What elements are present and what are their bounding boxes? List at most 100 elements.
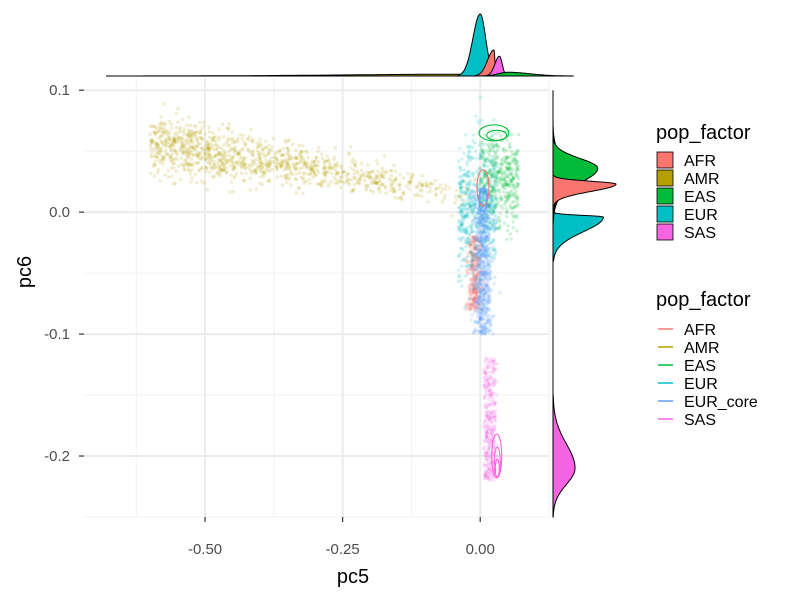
point-amr-244 xyxy=(170,166,174,170)
point-amr-699 xyxy=(224,170,229,175)
point-amr-245 xyxy=(159,157,164,162)
point-amr-385 xyxy=(192,161,197,165)
point-eur-310 xyxy=(486,254,491,258)
point-eas-340 xyxy=(495,169,499,174)
point-amr-370 xyxy=(257,143,262,148)
point-amr-722 xyxy=(293,164,297,168)
point-eur-49 xyxy=(468,206,472,210)
point-eur-247 xyxy=(493,198,498,202)
point-amr-92 xyxy=(253,168,257,173)
point-afr-121 xyxy=(470,289,475,294)
point-eur_core-73 xyxy=(483,264,488,269)
point-amr-58 xyxy=(291,164,296,168)
point-amr-680 xyxy=(389,183,394,188)
point-afr-150 xyxy=(471,283,476,287)
point-amr-57 xyxy=(304,149,308,154)
point-afr-212 xyxy=(471,235,476,240)
point-eur_core-260 xyxy=(478,231,482,235)
point-eas-261 xyxy=(490,141,494,146)
point-amr-347 xyxy=(389,173,394,178)
point-eur_core-185 xyxy=(479,323,484,328)
point-amr-22 xyxy=(274,155,278,159)
point-amr-659 xyxy=(234,153,239,157)
point-afr-26 xyxy=(465,271,470,276)
point-cloud-eur xyxy=(456,95,499,336)
point-afr-180 xyxy=(469,238,473,243)
point-amr-645 xyxy=(242,140,247,144)
point-amr-435 xyxy=(285,146,290,150)
point-eur_core-229 xyxy=(480,251,484,255)
point-eur_core-101 xyxy=(478,317,483,321)
point-afr-204 xyxy=(466,284,471,288)
point-amr-61 xyxy=(182,168,187,172)
point-afr-211 xyxy=(469,290,473,294)
point-amr-168 xyxy=(401,190,406,194)
point-eur-60 xyxy=(470,199,474,204)
point-eas-154 xyxy=(505,182,510,187)
point-amr-83 xyxy=(165,144,169,149)
point-eas-200 xyxy=(505,155,509,160)
point-eur_core-228 xyxy=(483,234,488,239)
point-amr-451 xyxy=(407,179,412,184)
point-amr-906 xyxy=(212,174,217,179)
point-amr-164 xyxy=(287,176,291,180)
point-amr-936 xyxy=(278,165,283,169)
point-eur-300 xyxy=(470,287,475,292)
point-eur-465 xyxy=(481,197,486,201)
point-amr-751 xyxy=(195,140,200,144)
point-eur-35 xyxy=(462,229,467,233)
point-eas-375 xyxy=(487,204,492,209)
point-amr-560 xyxy=(218,150,222,155)
point-amr-966 xyxy=(172,148,177,153)
point-eur_core-268 xyxy=(483,276,488,281)
y-tick-label-1: 0.0 xyxy=(49,204,70,221)
point-eur-229 xyxy=(466,195,471,200)
point-eas-383 xyxy=(502,183,507,187)
point-amr-869 xyxy=(314,163,319,168)
point-sas-269 xyxy=(487,416,491,421)
point-eur_core-231 xyxy=(483,326,488,331)
point-amr-546 xyxy=(182,163,186,167)
point-amr-462 xyxy=(207,125,211,130)
point-eur-196 xyxy=(458,186,463,190)
point-eur_core-296 xyxy=(484,318,489,322)
point-amr-41 xyxy=(459,202,463,207)
point-eur-90 xyxy=(468,144,472,148)
point-eas-58 xyxy=(489,168,493,173)
point-amr-67 xyxy=(294,177,298,182)
point-eas-26 xyxy=(486,209,491,214)
point-eur-283 xyxy=(464,173,469,177)
point-eur_core-488 xyxy=(476,285,481,289)
point-eur-414 xyxy=(492,222,497,227)
point-amr-594 xyxy=(440,200,445,204)
point-eur-142 xyxy=(464,231,468,235)
point-eur-9 xyxy=(469,226,473,230)
point-amr-545 xyxy=(328,166,333,170)
point-eur_core-140 xyxy=(487,297,492,301)
point-eur_core-214 xyxy=(480,283,485,287)
point-eur_core-173 xyxy=(489,322,493,327)
point-amr-828 xyxy=(280,160,285,165)
point-amr-712 xyxy=(195,154,200,158)
point-eas-226 xyxy=(491,163,496,168)
point-amr-989 xyxy=(442,196,447,201)
point-eur_core-218 xyxy=(488,294,492,298)
point-eur-148 xyxy=(489,196,494,201)
point-eur-276 xyxy=(460,202,465,207)
point-amr-1008 xyxy=(157,147,162,151)
point-eur-274 xyxy=(491,170,496,174)
point-eur_core-543 xyxy=(485,229,490,234)
point-eas-249 xyxy=(513,194,517,199)
point-eur-303 xyxy=(491,199,496,203)
point-eas-390 xyxy=(495,174,499,179)
point-amr-641 xyxy=(221,157,226,161)
point-sas-196 xyxy=(494,443,498,447)
point-amr-1054 xyxy=(328,166,332,170)
point-amr-40 xyxy=(231,157,235,161)
point-eas-140 xyxy=(490,161,494,165)
point-eur-346 xyxy=(470,195,475,200)
point-eur-431 xyxy=(463,133,468,137)
point-amr-665 xyxy=(297,151,302,156)
point-eur-279 xyxy=(473,229,478,234)
